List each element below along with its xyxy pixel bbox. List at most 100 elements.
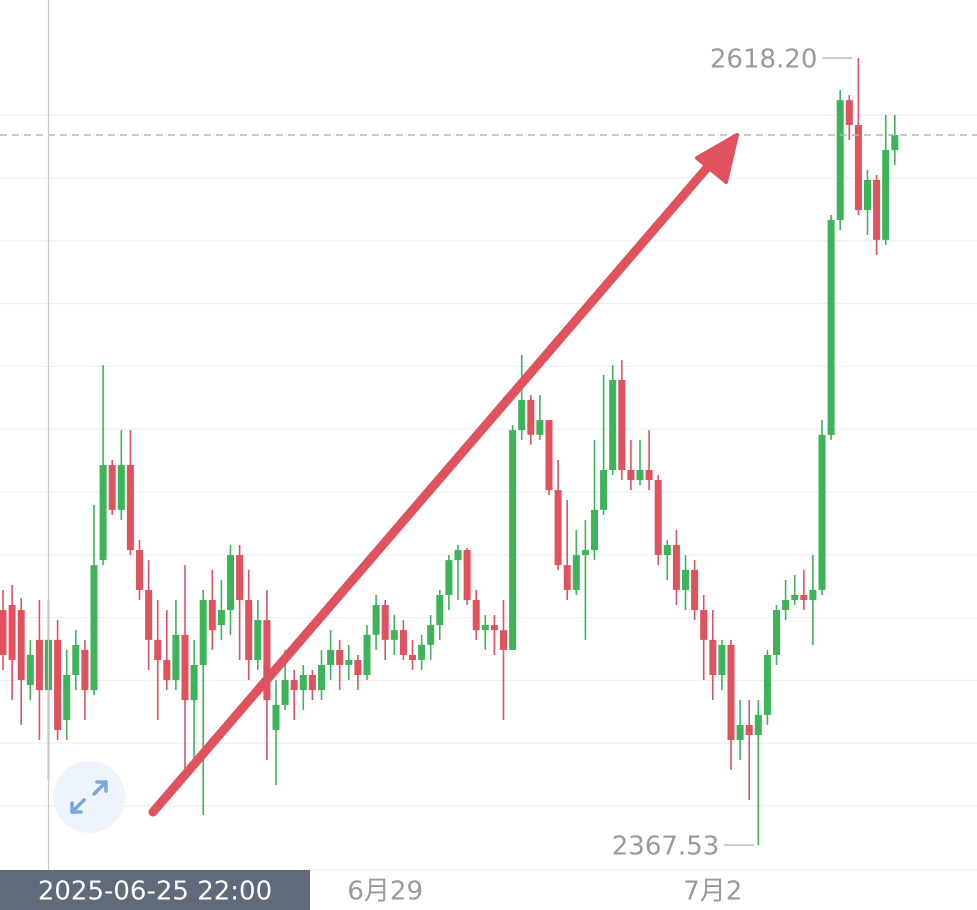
candle-body [572, 555, 580, 590]
candle-body [518, 399, 526, 431]
expand-icon[interactable] [70, 780, 108, 814]
candle-body [318, 664, 325, 691]
candle-body [682, 569, 689, 590]
candle-body [472, 599, 480, 631]
candle-body [663, 545, 671, 556]
candle-body [527, 399, 535, 435]
high-label: 2618.20 [710, 45, 818, 75]
candle-body [609, 379, 617, 471]
candle-body [645, 470, 653, 481]
candle-body [427, 625, 435, 645]
candle-body [81, 649, 89, 691]
candle-body [290, 680, 298, 691]
candle-body [163, 659, 171, 681]
candle-body [126, 464, 134, 551]
candle-body [773, 610, 780, 655]
candle-body [536, 420, 544, 435]
candle-body [727, 644, 735, 741]
candle-body [818, 434, 826, 590]
candle-body [745, 724, 753, 735]
candle-body [791, 594, 799, 600]
candle-body [500, 630, 507, 650]
trend-arrow [148, 133, 739, 817]
candle-body [481, 625, 489, 631]
candle-body [691, 569, 699, 611]
candle-body [327, 649, 335, 665]
candle-body [272, 704, 280, 730]
candle-body [618, 379, 626, 471]
candle-body [891, 135, 899, 151]
candle-body [854, 124, 862, 211]
candle-body [399, 630, 407, 655]
candles [0, 58, 899, 846]
candle-body [227, 555, 234, 611]
candle-body [627, 470, 635, 481]
candle-body [700, 610, 708, 640]
candle-body [245, 599, 253, 660]
candle-body [490, 625, 498, 631]
candle-body [299, 675, 307, 691]
candle-body [63, 675, 71, 720]
candle-body [345, 659, 353, 665]
candle-body [72, 644, 80, 676]
candle-body [591, 509, 598, 551]
candle-body [672, 545, 680, 590]
arrow-head [695, 133, 739, 184]
candle-body [581, 550, 589, 556]
candle-body [90, 565, 98, 691]
candle-body [445, 560, 453, 595]
candle-body [181, 634, 189, 701]
candle-body [172, 634, 180, 681]
candle-body [873, 179, 881, 240]
candle-body [336, 649, 344, 665]
candle-body [26, 654, 34, 686]
candle-body [236, 555, 244, 600]
candle-body [736, 724, 744, 741]
candle-body [136, 550, 143, 590]
candle-body [308, 675, 316, 691]
candle-body [0, 610, 7, 655]
candle-body [281, 680, 289, 705]
candle-body [54, 639, 62, 730]
candle-body [409, 654, 416, 660]
candle-body [463, 550, 471, 600]
candle-body [763, 654, 771, 715]
candle-body [17, 610, 25, 681]
expand-bg[interactable] [53, 761, 125, 833]
x-tick-label: 6月29 [347, 877, 423, 907]
candle-body [363, 634, 371, 676]
candle-body [554, 490, 562, 566]
candle-body [718, 644, 726, 676]
candle-body [545, 420, 553, 491]
candle-body [263, 620, 271, 701]
candle-body [354, 659, 362, 676]
x-tick-label: 7月2 [683, 877, 742, 907]
candle-body [800, 594, 808, 600]
candle-body [108, 464, 116, 510]
candle-body [390, 630, 398, 640]
candle-body [600, 470, 608, 510]
candle-body [35, 639, 43, 691]
expand-button[interactable] [53, 761, 125, 833]
grid [0, 114, 977, 871]
candle-body [845, 100, 853, 125]
candle-body [454, 550, 462, 561]
candle-body [99, 464, 107, 561]
candle-body [117, 464, 125, 510]
candle-body [372, 605, 380, 635]
candle-body [654, 480, 662, 556]
candle-body [563, 565, 571, 590]
candle-body [827, 220, 835, 435]
candle-body [418, 644, 426, 660]
crosshair-label: 2025-06-25 22:00 [38, 877, 272, 907]
arrow-shaft [148, 157, 717, 817]
low-label: 2367.53 [612, 832, 720, 862]
candle-body [254, 620, 262, 660]
candle-body [217, 610, 225, 626]
crosshair-label-bg [0, 870, 310, 910]
candle-body [381, 605, 389, 640]
candle-body [190, 664, 198, 701]
